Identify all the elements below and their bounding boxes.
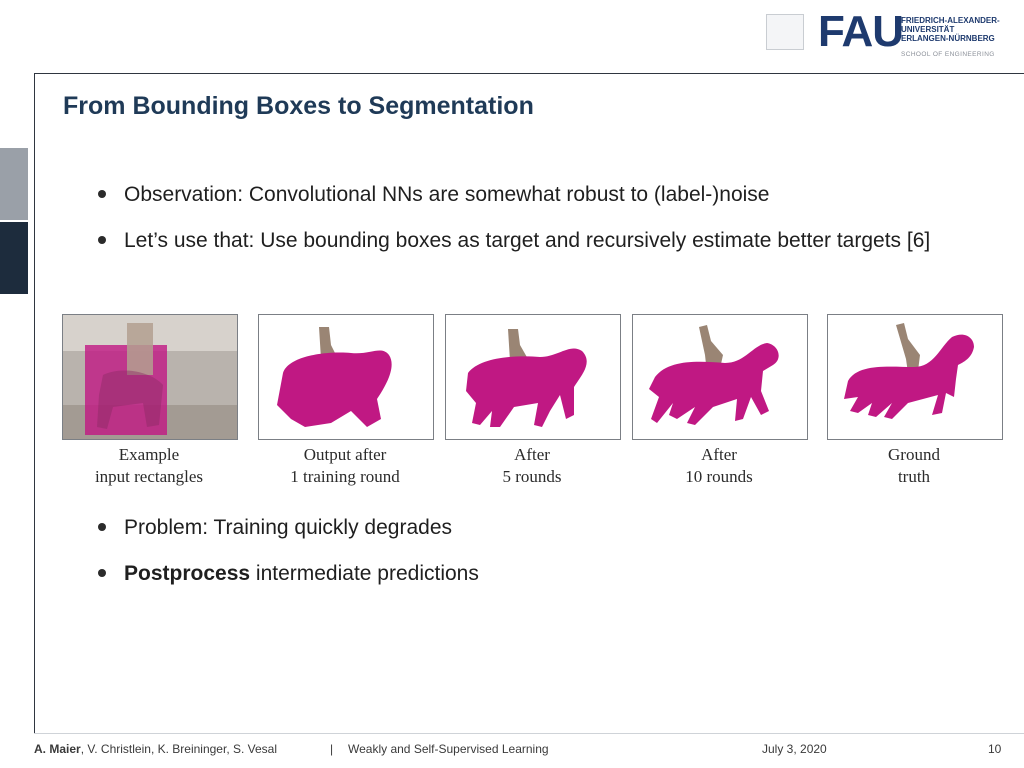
frame-left-rule bbox=[34, 73, 35, 733]
footer-course: Weakly and Self-Supervised Learning bbox=[348, 742, 549, 756]
bullet-postprocess: Postprocess intermediate predictions bbox=[96, 558, 996, 589]
side-tab-light bbox=[0, 148, 28, 220]
round-1-mask bbox=[277, 327, 392, 427]
round-10-mask bbox=[649, 325, 779, 425]
bullet-lets-use-that: Let’s use that: Use bounding boxes as ta… bbox=[96, 225, 996, 256]
caption-round-1: Output after 1 training round bbox=[290, 445, 400, 486]
footer-authors: A. Maier, V. Christlein, K. Breininger, … bbox=[34, 742, 278, 756]
bullet-list-top: Observation: Convolutional NNs are somew… bbox=[96, 179, 996, 271]
caption-round-10: After 10 rounds bbox=[685, 445, 753, 486]
postprocess-emphasis: Postprocess bbox=[124, 562, 251, 585]
footer-date: July 3, 2020 bbox=[762, 742, 827, 756]
caption-ground-truth: Ground truth bbox=[888, 445, 940, 486]
panel-ground-truth bbox=[827, 314, 1003, 440]
university-name: FRIEDRICH-ALEXANDER- UNIVERSITÄT ERLANGE… bbox=[901, 16, 1000, 43]
panel-round-1 bbox=[258, 314, 434, 440]
caption-round-5: After 5 rounds bbox=[502, 445, 562, 486]
page-number: 10 bbox=[988, 742, 1002, 756]
slide-title: From Bounding Boxes to Segmentation bbox=[63, 92, 534, 120]
bullet-list-bottom: Problem: Training quickly degrades Postp… bbox=[96, 512, 996, 604]
fau-logo: FAU bbox=[818, 7, 904, 56]
footer-separator: | bbox=[330, 742, 334, 756]
caption-input-rectangles: Example input rectangles bbox=[94, 445, 204, 486]
panel-round-10 bbox=[632, 314, 808, 440]
bullet-observation: Observation: Convolutional NNs are somew… bbox=[96, 179, 996, 210]
side-tab-dark bbox=[0, 222, 28, 294]
input-rectangles-image bbox=[63, 315, 237, 439]
panel-round-5 bbox=[445, 314, 621, 440]
frame-top-rule bbox=[34, 73, 1024, 74]
round-5-mask bbox=[466, 329, 587, 427]
school-name: SCHOOL OF ENGINEERING bbox=[901, 51, 995, 58]
frame-bottom-rule bbox=[34, 733, 1024, 734]
institute-logo bbox=[766, 14, 804, 50]
panel-input-rectangles bbox=[62, 314, 238, 440]
bullet-problem: Problem: Training quickly degrades bbox=[96, 512, 996, 543]
ground-truth-mask bbox=[844, 323, 974, 419]
